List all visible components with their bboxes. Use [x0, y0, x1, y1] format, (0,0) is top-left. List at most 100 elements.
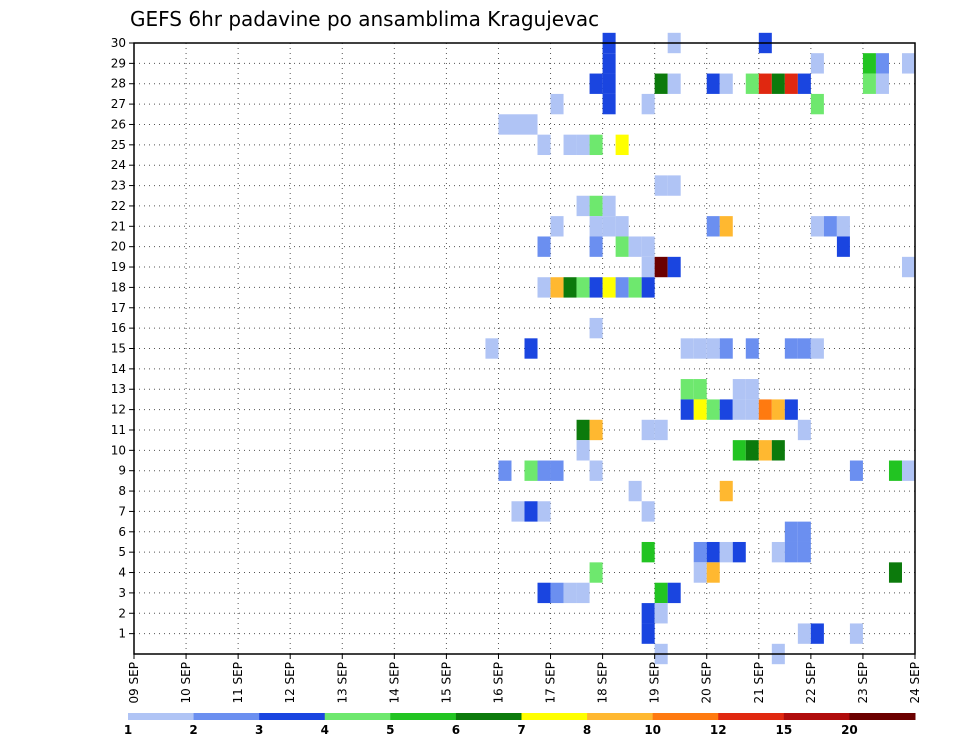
heatmap-cell	[693, 399, 707, 420]
y-tick-label: 28	[111, 77, 126, 91]
heatmap-cell	[589, 562, 603, 583]
y-tick-label: 9	[118, 464, 126, 478]
x-tick-label: 17 SEP	[544, 662, 558, 704]
y-tick-label: 7	[118, 504, 126, 518]
heatmap-cell	[589, 216, 603, 237]
heatmap-cell	[602, 195, 616, 217]
heatmap-cell	[550, 582, 564, 604]
heatmap-cell	[576, 440, 590, 461]
y-tick-label: 21	[111, 219, 126, 233]
colorbar-swatch	[783, 713, 850, 720]
y-tick-label: 16	[111, 321, 126, 335]
heatmap-cell	[654, 603, 668, 624]
colorbar-swatch	[718, 713, 785, 720]
y-tick-label: 11	[111, 423, 126, 437]
y-tick-label: 2	[118, 606, 126, 620]
heatmap-cell	[641, 256, 655, 278]
heatmap-cell	[537, 134, 551, 156]
heatmap-cell	[602, 93, 616, 115]
heatmap-cell	[550, 93, 564, 115]
heatmap-cell	[810, 623, 824, 644]
x-tick-label: 12 SEP	[283, 662, 297, 704]
heatmap-cell	[849, 460, 863, 481]
y-tick-label: 10	[111, 443, 126, 457]
heatmap-cell	[524, 501, 538, 522]
heatmap-cell	[576, 419, 590, 441]
colorbar-label: 4	[321, 723, 329, 737]
heatmap-cell	[862, 53, 876, 74]
x-tick-label: 14 SEP	[387, 662, 401, 704]
colorbar-label: 10	[644, 723, 661, 737]
heatmap-cell	[511, 501, 525, 522]
heatmap-cell	[667, 582, 681, 604]
y-tick-label: 1	[118, 627, 126, 641]
x-tick-label: 21 SEP	[752, 662, 766, 704]
heatmap-cell	[836, 216, 850, 237]
y-tick-label: 4	[118, 566, 126, 580]
colorbar-swatch	[652, 713, 719, 720]
y-tick-label: 18	[111, 280, 126, 294]
heatmap-cell	[641, 541, 655, 563]
colorbar-label: 2	[189, 723, 197, 737]
heatmap-cell	[563, 134, 577, 156]
heatmap-cell	[511, 114, 525, 135]
heatmap-cell	[719, 541, 733, 563]
heatmap-cell	[576, 195, 590, 217]
heatmap-cell	[667, 73, 681, 94]
heatmap-cell	[784, 73, 798, 94]
heatmap-cell	[693, 541, 707, 563]
heatmap-cell	[537, 277, 551, 298]
heatmap-cell	[667, 175, 681, 196]
colorbar-label: 5	[386, 723, 394, 737]
heatmap-cell	[797, 623, 811, 644]
heatmap-cell	[537, 501, 551, 522]
colorbar-swatch	[521, 713, 588, 720]
heatmap-cell	[771, 440, 785, 461]
heatmap-cell	[862, 73, 876, 94]
heatmap-cell	[524, 460, 538, 481]
heatmap-cell	[693, 562, 707, 583]
heatmap-cell	[771, 541, 785, 563]
heatmap-cell	[589, 419, 603, 441]
heatmap-cell	[771, 73, 785, 94]
heatmap-cell	[654, 73, 668, 94]
heatmap-cell	[576, 277, 590, 298]
heatmap-cell	[875, 73, 889, 94]
heatmap-cell	[498, 460, 512, 481]
heatmap-cell	[641, 93, 655, 115]
heatmap-cell	[628, 277, 642, 298]
heatmap-cell	[719, 338, 733, 359]
heatmap-cell	[537, 460, 551, 481]
x-tick-label: 20 SEP	[700, 662, 714, 704]
heatmap-cell	[784, 399, 798, 420]
heatmap-cell	[524, 338, 538, 359]
colorbar-swatch	[849, 713, 916, 720]
heatmap-cell	[641, 419, 655, 441]
heatmap-cells	[485, 32, 915, 665]
heatmap-cell	[550, 216, 564, 237]
y-tick-label: 5	[118, 545, 126, 559]
heatmap-cell	[550, 460, 564, 481]
heatmap-cell	[810, 216, 824, 237]
heatmap-cell	[888, 460, 902, 481]
x-tick-label: 10 SEP	[179, 662, 193, 704]
x-tick-label: 11 SEP	[231, 662, 245, 704]
heatmap-cell	[706, 562, 720, 583]
heatmap-cell	[589, 460, 603, 481]
y-tick-label: 6	[118, 525, 126, 539]
heatmap-cell	[693, 338, 707, 359]
heatmap-cell	[628, 480, 642, 502]
heatmap-cell	[654, 175, 668, 196]
x-tick-label: 13 SEP	[335, 662, 349, 704]
colorbar-label: 7	[517, 723, 525, 737]
heatmap-cell	[537, 236, 551, 257]
heatmap-cell	[693, 379, 707, 400]
heatmap-cell	[589, 277, 603, 298]
colorbar-swatch	[455, 713, 522, 720]
heatmap-cell	[745, 440, 759, 461]
y-tick-label: 30	[111, 36, 126, 50]
y-axis: 1234567891011121314151617181920212223242…	[111, 36, 134, 641]
heatmap-cell	[602, 277, 616, 298]
colorbar-swatch	[259, 713, 326, 720]
x-tick-label: 18 SEP	[596, 662, 610, 704]
